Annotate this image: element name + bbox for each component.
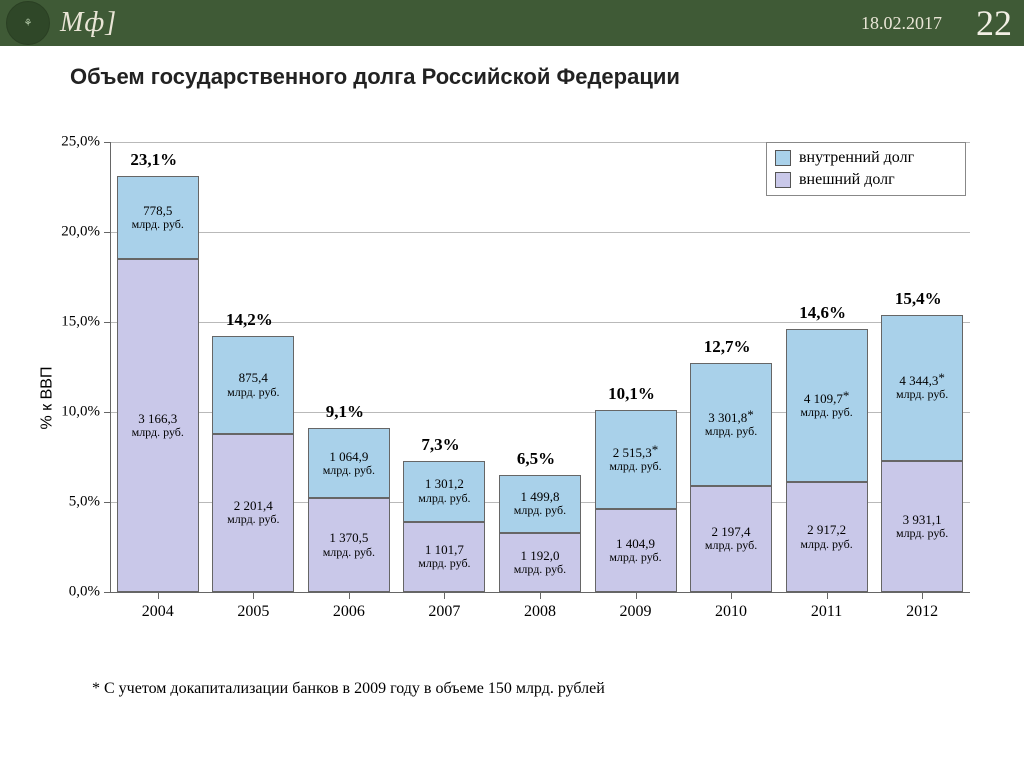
bar-column: 1 499,8млрд. руб.1 192,0млрд. руб. [499, 475, 581, 592]
bar-segment-internal: 4 344,3*млрд. руб. [881, 315, 963, 461]
bar-column: 1 064,9млрд. руб.1 370,5млрд. руб. [308, 428, 390, 592]
y-tick-label: 10,0% [52, 404, 100, 421]
bar-segment-external: 2 197,4млрд. руб. [690, 486, 772, 592]
total-label: 23,1% [109, 150, 199, 170]
x-tick-label: 2008 [499, 593, 581, 623]
header-date: 18.02.2017 [861, 13, 942, 34]
bar-segment-internal: 875,4млрд. руб. [212, 336, 294, 433]
bar-column: 1 301,2млрд. руб.1 101,7млрд. руб. [403, 461, 485, 592]
legend-label-external: внешний долг [799, 171, 895, 189]
bar-segment-external: 3 931,1млрд. руб. [881, 461, 963, 592]
bar-segment-external: 1 404,9млрд. руб. [595, 509, 677, 592]
bar-segment-internal: 1 064,9млрд. руб. [308, 428, 390, 498]
x-tick-label: 2011 [786, 593, 868, 623]
emblem-icon: ⚘ [6, 1, 50, 45]
page-number: 22 [976, 2, 1016, 44]
bar-column: 875,4млрд. руб.2 201,4млрд. руб. [212, 336, 294, 592]
bar-segment-external: 1 192,0млрд. руб. [499, 533, 581, 592]
bar-column: 4 109,7*млрд. руб.2 917,2млрд. руб. [786, 329, 868, 592]
header-right: 18.02.2017 22 [861, 2, 1016, 44]
bar-segment-external: 1 370,5млрд. руб. [308, 498, 390, 592]
plot-area: 778,5млрд. руб.3 166,3млрд. руб.875,4млр… [110, 142, 970, 592]
x-tick-label: 2006 [308, 593, 390, 623]
bar-segment-internal: 1 301,2млрд. руб. [403, 461, 485, 522]
bar-segment-external: 1 101,7млрд. руб. [403, 522, 485, 592]
x-tick-label: 2010 [690, 593, 772, 623]
legend: внутренний долг внешний долг [766, 142, 966, 196]
total-label: 7,3% [395, 435, 485, 455]
legend-item-internal: внутренний долг [775, 147, 957, 169]
bar-segment-internal: 3 301,8*млрд. руб. [690, 363, 772, 485]
legend-swatch-external [775, 172, 791, 188]
x-tick-label: 2005 [212, 593, 294, 623]
bar-column: 3 301,8*млрд. руб.2 197,4млрд. руб. [690, 363, 772, 592]
total-label: 15,4% [873, 289, 963, 309]
y-tick-label: 20,0% [52, 224, 100, 241]
slide-header: ⚘ Мф] 18.02.2017 22 [0, 0, 1024, 46]
bar-segment-internal: 4 109,7*млрд. руб. [786, 329, 868, 482]
x-axis: 2004 2005 2006 2007 2008 2009 2010 2011 2012 [110, 592, 970, 623]
y-tick-label: 5,0% [52, 494, 100, 511]
footnote-marker: * [92, 680, 100, 697]
x-tick-label: 2004 [117, 593, 199, 623]
bar-column: 2 515,3*млрд. руб.1 404,9млрд. руб. [595, 410, 677, 592]
y-axis-line [110, 142, 111, 592]
x-tick-label: 2012 [881, 593, 963, 623]
y-tick-label: 15,0% [52, 314, 100, 331]
header-left: ⚘ Мф] [0, 1, 117, 45]
total-label: 14,6% [778, 303, 868, 323]
total-label: 10,1% [587, 384, 677, 404]
total-label: 14,2% [204, 310, 294, 330]
brand-text: Мф] [60, 7, 117, 39]
bar-segment-internal: 2 515,3*млрд. руб. [595, 410, 677, 509]
bar-segment-external: 2 201,4млрд. руб. [212, 434, 294, 592]
bar-segment-external: 3 166,3млрд. руб. [117, 259, 199, 592]
legend-item-external: внешний долг [775, 169, 957, 191]
total-label: 9,1% [300, 402, 390, 422]
bar-segment-internal: 778,5млрд. руб. [117, 176, 199, 259]
legend-swatch-internal [775, 150, 791, 166]
x-tick-label: 2007 [403, 593, 485, 623]
bar-segment-internal: 1 499,8млрд. руб. [499, 475, 581, 533]
x-tick-label: 2009 [595, 593, 677, 623]
legend-label-internal: внутренний долг [799, 149, 914, 167]
y-tick-label: 25,0% [52, 134, 100, 151]
bars-group: 778,5млрд. руб.3 166,3млрд. руб.875,4млр… [110, 142, 970, 592]
bar-column: 778,5млрд. руб.3 166,3млрд. руб. [117, 176, 199, 592]
y-tick-label: 0,0% [52, 584, 100, 601]
footnote-text: С учетом докапитализации банков в 2009 г… [104, 680, 605, 697]
footnote: * С учетом докапитализации банков в 2009… [92, 680, 605, 698]
total-label: 6,5% [491, 449, 581, 469]
chart-container: % к ВВП 778,5млрд. руб.3 166,3млрд. руб.… [50, 128, 990, 668]
slide-title: Объем государственного долга Российской … [70, 64, 1024, 90]
bar-segment-external: 2 917,2млрд. руб. [786, 482, 868, 592]
bar-column: 4 344,3*млрд. руб.3 931,1млрд. руб. [881, 315, 963, 592]
total-label: 12,7% [682, 337, 772, 357]
